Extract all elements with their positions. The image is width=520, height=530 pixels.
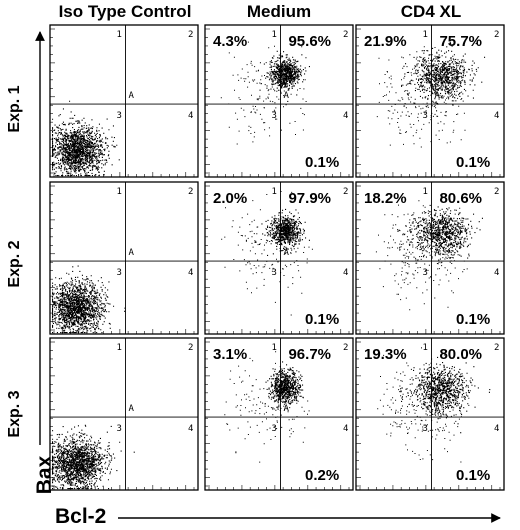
panel-3-1-dot-cloud <box>52 424 135 490</box>
panel-1-3-quadrant-3-label: 3 <box>422 111 427 121</box>
panel-1-3-frame <box>355 24 505 178</box>
panel-2-3-quadrant-3-label: 3 <box>422 268 427 278</box>
panel-1-2-quadrant-3-label: 3 <box>271 111 276 121</box>
panel-2-2-frame <box>204 181 354 335</box>
panel-3-2-q4-percent: 0.2% <box>305 467 339 484</box>
panel-2-2-q4-percent: 0.1% <box>305 311 339 328</box>
panel-3-3-quadrant-2-label: 2 <box>494 343 499 353</box>
panel-1-3-marker-label: A <box>434 91 440 101</box>
panel-2-1-quadrant-2-label: 2 <box>188 187 193 197</box>
panel-3-1-quadrant-1-label: 1 <box>116 343 121 353</box>
panel-3-3-q1-percent: 19.3% <box>364 346 407 363</box>
panel-2-2-quadrant-4-label: 4 <box>343 268 348 278</box>
panel-2-2-quadrant-1-label: 1 <box>271 187 276 197</box>
panel-3-1-events <box>52 424 135 490</box>
panel-1-2-quadrant-2-label: 2 <box>343 30 348 40</box>
panel-1-1-quadrant-1-label: 1 <box>116 30 121 40</box>
panel-1-3-q1-percent: 21.9% <box>364 33 407 50</box>
panel-2-3-quadrant-1-label: 1 <box>422 187 427 197</box>
panel-3-3-quadrant-1-label: 1 <box>422 343 427 353</box>
panel-2-2-q2-percent: 97.9% <box>288 190 331 207</box>
panel-2-3-dot-cloud <box>375 196 483 311</box>
x-axis-title: Bcl-2 <box>55 505 107 528</box>
panel-3-2-quadrant-4-label: 4 <box>343 424 348 434</box>
panel-1-1-marker-label: A <box>128 91 134 101</box>
panel-3-1-quadrant-4-label: 4 <box>188 424 193 434</box>
panel-3-2-dot-cloud <box>224 351 310 463</box>
panel-1-1-quadrant-3-label: 3 <box>116 111 121 121</box>
panel-1-1-events <box>52 100 120 177</box>
panel-1-3-q4-percent: 0.1% <box>456 154 490 171</box>
panel-3-3-q2-percent: 80.0% <box>439 346 482 363</box>
panel-2-3-q4-percent: 0.1% <box>456 311 490 328</box>
panel-3-1-quadrant-3-label: 3 <box>116 424 121 434</box>
panel-2-3-events <box>375 196 483 311</box>
panel-3-2-quadrant-1-label: 1 <box>271 343 276 353</box>
panel-3-3-q4-percent: 0.1% <box>456 467 490 484</box>
panel-3-2-frame <box>204 337 354 491</box>
panel-1-2-q1-percent: 4.3% <box>213 33 247 50</box>
panel-1-1-quadrant-4-label: 4 <box>188 111 193 121</box>
panel-3-1-marker-label: A <box>128 404 134 414</box>
panel-2-3-q2-percent: 80.6% <box>439 190 482 207</box>
panel-3-3-quadrant-3-label: 3 <box>422 424 427 434</box>
panel-2-2-q1-percent: 2.0% <box>213 190 247 207</box>
panel-3-3-frame <box>355 337 505 491</box>
panel-2-3-q1-percent: 18.2% <box>364 190 407 207</box>
panel-2-2-marker-label: A <box>283 248 289 258</box>
panel-1-2-events <box>220 38 312 145</box>
panel-1-2-quadrant-1-label: 1 <box>271 30 276 40</box>
panel-1-2-dot-cloud <box>220 38 312 145</box>
panel-1-3-quadrant-4-label: 4 <box>494 111 499 121</box>
panel-1-1-quadrant-2-label: 2 <box>188 30 193 40</box>
panel-2-1-dot-cloud <box>52 265 126 334</box>
panel-1-3-quadrant-1-label: 1 <box>422 30 427 40</box>
panel-1-2-quadrant-4-label: 4 <box>343 111 348 121</box>
panel-1-2-q4-percent: 0.1% <box>305 154 339 171</box>
panel-3-1-quadrant-2-label: 2 <box>188 343 193 353</box>
panel-2-1-events <box>52 265 126 334</box>
panel-2-2-dot-cloud <box>221 191 313 316</box>
panel-2-1-quadrant-1-label: 1 <box>116 187 121 197</box>
panel-1-3-quadrant-2-label: 2 <box>494 30 499 40</box>
panel-1-2-marker-label: A <box>283 91 289 101</box>
panel-3-2-events <box>224 351 310 463</box>
panel-1-3-events <box>376 39 486 148</box>
panel-3-2-quadrant-2-label: 2 <box>343 343 348 353</box>
panel-2-3-quadrant-2-label: 2 <box>494 187 499 197</box>
panel-1-2-q2-percent: 95.6% <box>288 33 331 50</box>
panel-3-3-events <box>377 347 491 463</box>
panel-3-3-marker-label: A <box>434 404 440 414</box>
panel-1-1-dot-cloud <box>52 100 120 177</box>
panel-3-2-q1-percent: 3.1% <box>213 346 247 363</box>
panel-3-3-quadrant-4-label: 4 <box>494 424 499 434</box>
panel-3-2-quadrant-3-label: 3 <box>271 424 276 434</box>
panel-3-2-q2-percent: 96.7% <box>288 346 331 363</box>
column-header-medium: Medium <box>246 2 312 21</box>
panel-2-1-quadrant-3-label: 3 <box>116 268 121 278</box>
panel-1-2-frame <box>204 24 354 178</box>
panel-2-2-quadrant-2-label: 2 <box>343 187 348 197</box>
panel-2-1-marker-label: A <box>128 248 134 258</box>
panel-2-2-quadrant-3-label: 3 <box>271 268 276 278</box>
panel-2-3-quadrant-4-label: 4 <box>494 268 499 278</box>
panel-1-3-dot-cloud <box>376 39 486 148</box>
column-header-cd4-xl: CD4 XL <box>400 2 462 21</box>
panel-2-3-marker-label: A <box>434 248 440 258</box>
panel-2-1-quadrant-4-label: 4 <box>188 268 193 278</box>
column-header-iso-type-control: Iso Type Control <box>58 2 192 21</box>
panel-3-3-dot-cloud <box>377 347 491 463</box>
panel-3-2-marker-label: A <box>283 404 289 414</box>
panel-2-2-events <box>221 191 313 316</box>
panel-2-3-frame <box>355 181 505 335</box>
panel-1-3-q2-percent: 75.7% <box>439 33 482 50</box>
